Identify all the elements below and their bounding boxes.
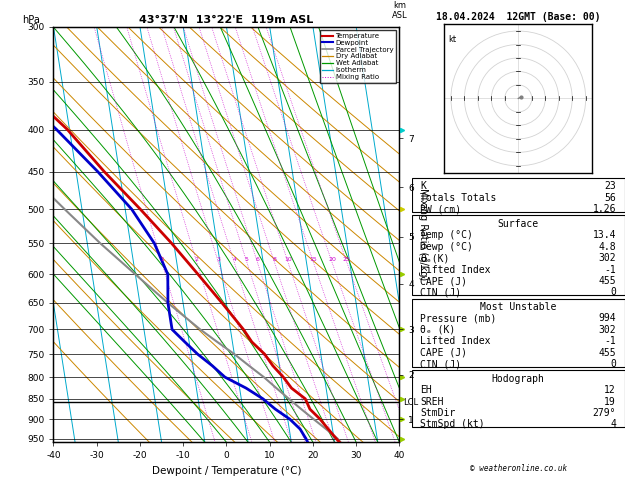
- Text: SREH: SREH: [421, 397, 444, 407]
- Text: K: K: [421, 181, 426, 191]
- Text: 12: 12: [604, 385, 616, 395]
- Text: CAPE (J): CAPE (J): [421, 276, 467, 286]
- Text: 8: 8: [272, 257, 276, 262]
- Text: Dewp (°C): Dewp (°C): [421, 242, 474, 252]
- Text: 2: 2: [195, 257, 199, 262]
- Bar: [412, 215, 625, 295]
- Text: 0: 0: [610, 288, 616, 297]
- Text: Totals Totals: Totals Totals: [421, 193, 497, 203]
- Text: CIN (J): CIN (J): [421, 359, 462, 369]
- Y-axis label: Mixing Ratio (g/kg): Mixing Ratio (g/kg): [418, 189, 428, 280]
- Text: Hodograph: Hodograph: [492, 374, 545, 383]
- Text: 10: 10: [284, 257, 292, 262]
- Text: 455: 455: [598, 276, 616, 286]
- Text: LCL: LCL: [403, 398, 418, 407]
- Text: 18.04.2024  12GMT (Base: 00): 18.04.2024 12GMT (Base: 00): [436, 12, 601, 22]
- Text: PW (cm): PW (cm): [421, 204, 462, 214]
- Text: Most Unstable: Most Unstable: [480, 302, 557, 312]
- Text: 25: 25: [343, 257, 351, 262]
- Text: StmDir: StmDir: [421, 408, 456, 418]
- Text: 4: 4: [610, 419, 616, 430]
- Text: Surface: Surface: [498, 219, 539, 229]
- Text: θₑ(K): θₑ(K): [421, 253, 450, 263]
- Text: © weatheronline.co.uk: © weatheronline.co.uk: [470, 464, 567, 473]
- Text: 20: 20: [328, 257, 336, 262]
- Text: 455: 455: [598, 348, 616, 358]
- Text: StmSpd (kt): StmSpd (kt): [421, 419, 485, 430]
- Title: 43°37'N  13°22'E  119m ASL: 43°37'N 13°22'E 119m ASL: [139, 15, 314, 25]
- X-axis label: Dewpoint / Temperature (°C): Dewpoint / Temperature (°C): [152, 466, 301, 476]
- Text: 15: 15: [309, 257, 317, 262]
- Text: EH: EH: [421, 385, 432, 395]
- Text: -1: -1: [604, 264, 616, 275]
- Text: Pressure (mb): Pressure (mb): [421, 313, 497, 323]
- Text: θₑ (K): θₑ (K): [421, 325, 456, 335]
- Text: km
ASL: km ASL: [392, 1, 407, 20]
- Text: 1: 1: [160, 257, 164, 262]
- Text: 994: 994: [598, 313, 616, 323]
- Text: hPa: hPa: [23, 15, 40, 25]
- Text: 23: 23: [604, 181, 616, 191]
- Text: 0: 0: [610, 359, 616, 369]
- Bar: [412, 370, 625, 428]
- Text: 1.26: 1.26: [593, 204, 616, 214]
- Text: 56: 56: [604, 193, 616, 203]
- Bar: [412, 178, 625, 212]
- Text: 279°: 279°: [593, 408, 616, 418]
- Text: Lifted Index: Lifted Index: [421, 336, 491, 347]
- Text: -1: -1: [604, 336, 616, 347]
- Text: 5: 5: [245, 257, 249, 262]
- Text: Lifted Index: Lifted Index: [421, 264, 491, 275]
- Text: Temp (°C): Temp (°C): [421, 230, 474, 240]
- Text: 19: 19: [604, 397, 616, 407]
- Text: CAPE (J): CAPE (J): [421, 348, 467, 358]
- Text: 302: 302: [598, 253, 616, 263]
- Text: CIN (J): CIN (J): [421, 288, 462, 297]
- Text: 302: 302: [598, 325, 616, 335]
- Text: 3: 3: [216, 257, 220, 262]
- Text: 4: 4: [232, 257, 237, 262]
- Text: 4.8: 4.8: [598, 242, 616, 252]
- Legend: Temperature, Dewpoint, Parcel Trajectory, Dry Adiabat, Wet Adiabat, Isotherm, Mi: Temperature, Dewpoint, Parcel Trajectory…: [320, 30, 396, 83]
- Text: 6: 6: [255, 257, 259, 262]
- Bar: [412, 298, 625, 367]
- Text: kt: kt: [448, 35, 457, 44]
- Text: 13.4: 13.4: [593, 230, 616, 240]
